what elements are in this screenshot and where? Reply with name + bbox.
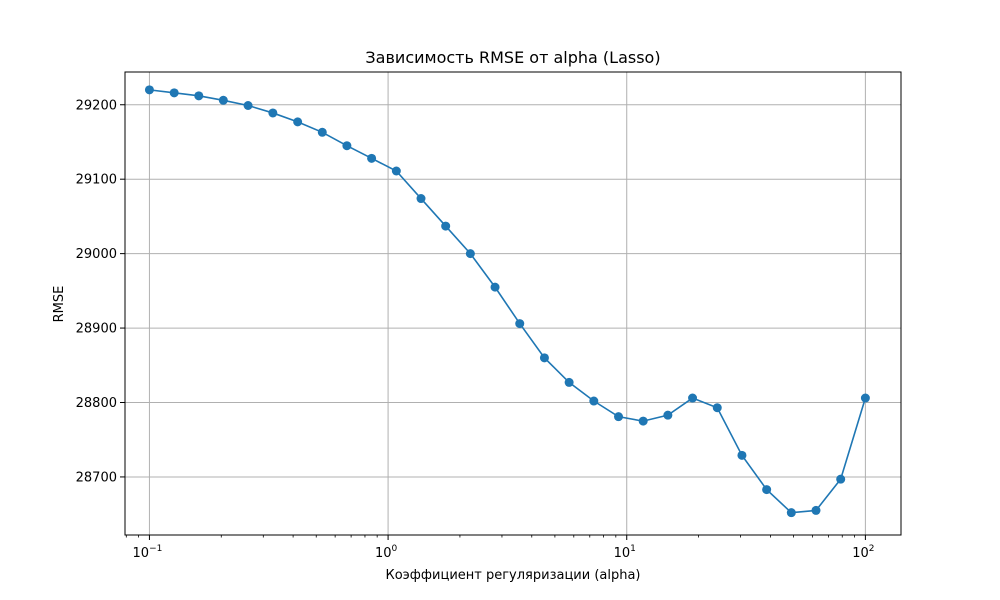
x-tick-label: 101 bbox=[614, 544, 636, 561]
y-tick-label: 29100 bbox=[76, 173, 117, 188]
data-point bbox=[342, 141, 352, 151]
data-series bbox=[144, 85, 870, 518]
data-point bbox=[614, 412, 624, 422]
data-point bbox=[663, 410, 673, 420]
data-point bbox=[811, 505, 821, 515]
y-tick-label: 29000 bbox=[76, 247, 117, 262]
data-point bbox=[416, 194, 426, 204]
plot-area-frame bbox=[124, 71, 902, 536]
data-point bbox=[243, 100, 253, 110]
x-tick-label-exponent: 0 bbox=[391, 544, 397, 554]
data-point bbox=[317, 127, 327, 137]
data-point bbox=[638, 416, 648, 426]
data-point bbox=[712, 403, 722, 413]
chart-title: Зависимость RMSE от alpha (Lasso) bbox=[365, 48, 660, 67]
data-point bbox=[218, 95, 228, 105]
y-tick-label: 28800 bbox=[76, 396, 117, 411]
x-tick-label-exponent: −1 bbox=[149, 544, 162, 554]
x-tick-label-base: 10 bbox=[133, 546, 150, 561]
x-tick-label: 102 bbox=[852, 544, 874, 561]
data-point bbox=[441, 221, 451, 231]
x-tick-label-base: 10 bbox=[852, 546, 869, 561]
x-axis-title: Коэффициент регуляризации (alpha) bbox=[385, 568, 640, 583]
data-point bbox=[490, 282, 500, 292]
data-point bbox=[515, 319, 525, 329]
data-point bbox=[836, 474, 846, 484]
data-point bbox=[194, 91, 204, 101]
data-point bbox=[688, 393, 698, 403]
data-point bbox=[762, 485, 772, 495]
x-tick-label-base: 10 bbox=[614, 546, 631, 561]
data-point bbox=[293, 117, 303, 127]
x-tick-label-exponent: 1 bbox=[630, 544, 636, 554]
data-point bbox=[169, 88, 179, 98]
x-tick-label: 100 bbox=[375, 544, 398, 561]
y-axis-title: RMSE bbox=[52, 286, 67, 323]
data-point bbox=[786, 508, 796, 518]
data-point bbox=[860, 393, 870, 403]
x-tick-label: 10−1 bbox=[133, 544, 163, 561]
data-point bbox=[737, 450, 747, 460]
x-tick-label-base: 10 bbox=[375, 546, 392, 561]
grid bbox=[125, 72, 901, 535]
x-tick-label-exponent: 2 bbox=[869, 544, 875, 554]
data-point bbox=[391, 166, 401, 176]
data-point bbox=[589, 396, 599, 406]
axis-ticks: 10−1 100 101 102287002880028900290002910029… bbox=[76, 98, 875, 561]
y-tick-label: 28900 bbox=[76, 322, 117, 337]
data-point bbox=[268, 108, 278, 118]
data-point bbox=[564, 377, 574, 387]
y-tick-label: 28700 bbox=[76, 470, 117, 485]
data-point bbox=[367, 153, 377, 163]
data-point bbox=[539, 353, 549, 363]
data-point bbox=[465, 249, 475, 259]
data-point bbox=[144, 85, 154, 95]
y-tick-label: 29200 bbox=[76, 98, 117, 113]
